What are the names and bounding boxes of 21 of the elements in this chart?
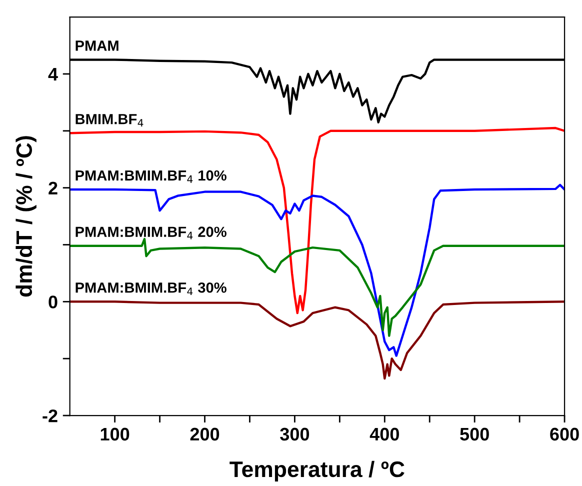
line-series bbox=[70, 184, 565, 357]
series-label: PMAM:BMIM.BF$_{4}$ 10% bbox=[76, 170, 226, 183]
x-tick-label: 300 bbox=[280, 428, 310, 441]
line-series bbox=[70, 238, 565, 337]
y-tick-label: 0 bbox=[48, 296, 58, 308]
line-series bbox=[70, 300, 565, 380]
x-tick-label: 100 bbox=[100, 428, 130, 441]
series-label: PMAM bbox=[76, 40, 118, 51]
x-tick-label: 500 bbox=[460, 428, 489, 441]
x-tick-label: 400 bbox=[370, 428, 399, 441]
series-label: PMAM:BMIM.BF$_{4}$ 20% bbox=[76, 226, 226, 240]
series-label: PMAM:BMIM.BF$_{4}$ 30% bbox=[76, 282, 226, 296]
y-axis-title: dm/dT / (% / ºC) bbox=[16, 136, 36, 297]
y-tick-label: 2 bbox=[48, 182, 58, 194]
x-axis-title: Temperatura / ºC bbox=[230, 460, 404, 482]
y-tick-label: -2 bbox=[42, 409, 58, 422]
x-tick-label: 600 bbox=[550, 428, 579, 441]
y-tick-label: 4 bbox=[48, 68, 58, 80]
line-series bbox=[70, 126, 565, 314]
series-label: BMIM.BF$_{4}$ bbox=[76, 114, 144, 127]
x-tick-label: 200 bbox=[190, 428, 220, 441]
